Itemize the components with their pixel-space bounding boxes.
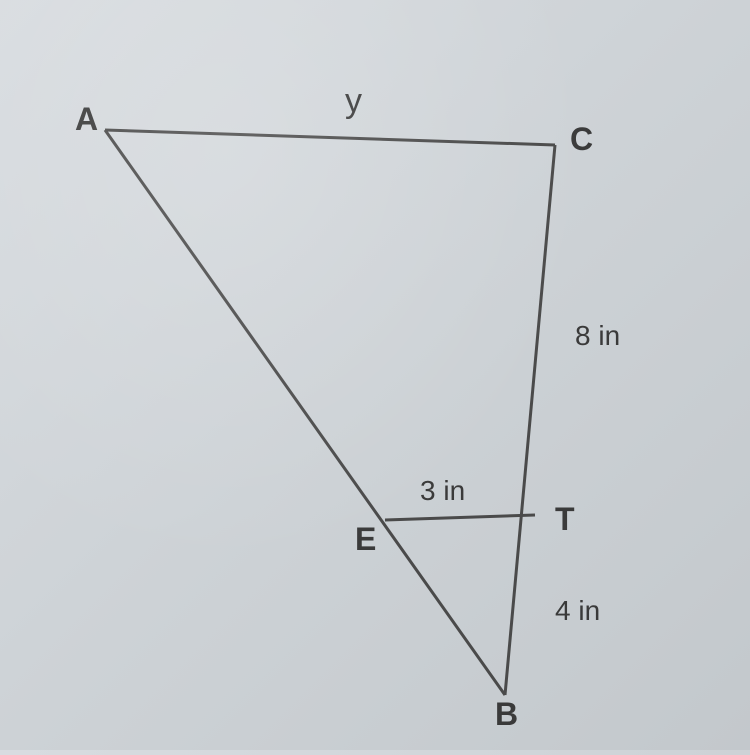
edge-ab xyxy=(105,130,505,695)
diagram-svg: A C B E T y 8 in 4 in 3 in xyxy=(0,0,750,750)
geometry-diagram: A C B E T y 8 in 4 in 3 in xyxy=(0,0,750,750)
measurement-et-label: 3 in xyxy=(420,475,465,506)
variable-y-label: y xyxy=(345,82,362,120)
vertex-e-label: E xyxy=(355,521,376,557)
edge-cb xyxy=(505,145,555,695)
edge-ac xyxy=(105,130,555,145)
vertex-a-label: A xyxy=(75,101,98,137)
vertex-b-label: B xyxy=(495,696,518,732)
measurement-ct-label: 8 in xyxy=(575,320,620,351)
measurement-tb-label: 4 in xyxy=(555,595,600,626)
vertex-c-label: C xyxy=(570,121,593,157)
edge-et xyxy=(385,515,535,520)
vertex-t-label: T xyxy=(555,501,575,537)
